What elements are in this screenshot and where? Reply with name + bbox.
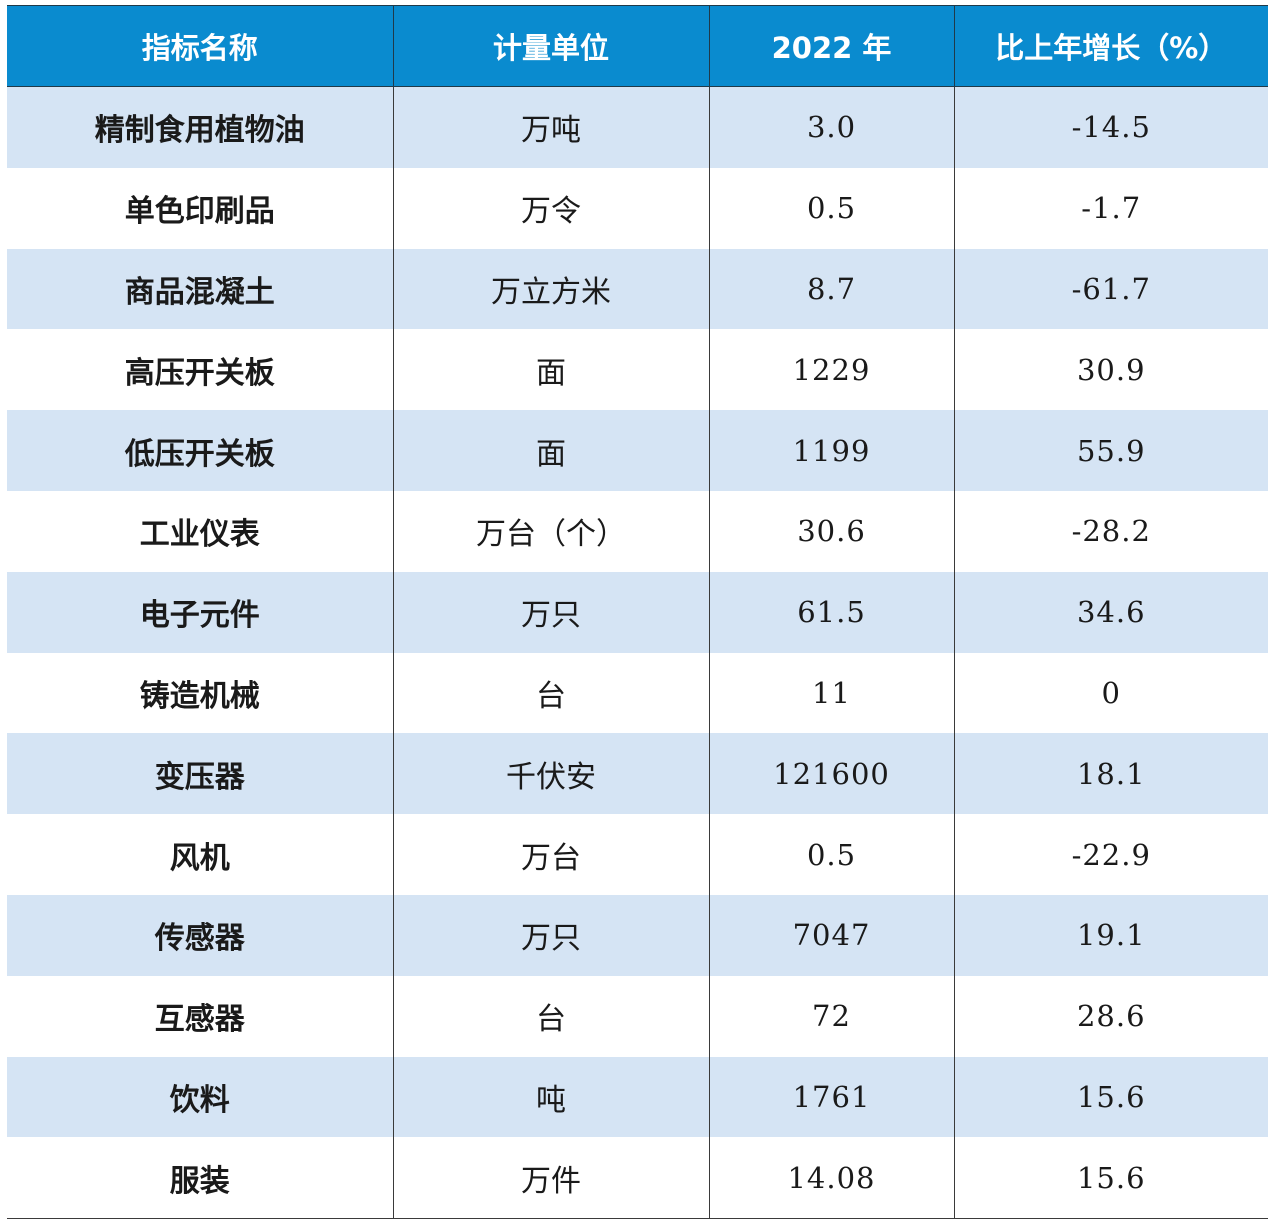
header-growth-percent: 比上年增长（%） — [953, 5, 1268, 87]
cell-growth: 28.6 — [953, 975, 1268, 1057]
table-row: 饮料 吨 1761 15.6 — [7, 1056, 1268, 1138]
cell-growth: -28.2 — [953, 490, 1268, 572]
table-row: 精制食用植物油 万吨 3.0 -14.5 — [7, 86, 1268, 168]
table-row: 电子元件 万只 61.5 34.6 — [7, 571, 1268, 653]
cell-unit: 面 — [392, 410, 709, 491]
table-row: 商品混凝土 万立方米 8.7 -61.7 — [7, 248, 1268, 330]
table-row: 变压器 千伏安 121600 18.1 — [7, 733, 1268, 815]
cell-value-2022: 61.5 — [708, 571, 954, 653]
table-row: 工业仪表 万台（个） 30.6 -28.2 — [7, 490, 1268, 572]
cell-growth: -1.7 — [953, 167, 1268, 249]
cell-growth: 55.9 — [953, 410, 1268, 491]
cell-indicator-name: 精制食用植物油 — [7, 86, 393, 168]
header-year-2022: 2022 年 — [708, 5, 954, 87]
cell-value-2022: 7047 — [708, 894, 954, 976]
cell-indicator-name: 高压开关板 — [7, 329, 393, 411]
cell-growth: 18.1 — [953, 733, 1268, 815]
table-row: 高压开关板 面 1229 30.9 — [7, 329, 1268, 411]
cell-growth: 0 — [953, 652, 1268, 734]
industrial-output-table-container: 指标名称 计量单位 2022 年 比上年增长（%） 精制食用植物油 万吨 3.0… — [7, 5, 1268, 1219]
table-row: 低压开关板 面 1199 55.9 — [7, 410, 1268, 491]
header-row: 指标名称 计量单位 2022 年 比上年增长（%） — [7, 5, 1268, 87]
cell-unit: 千伏安 — [392, 733, 709, 815]
cell-unit: 吨 — [392, 1056, 709, 1138]
cell-indicator-name: 传感器 — [7, 894, 393, 976]
cell-value-2022: 0.5 — [708, 167, 954, 249]
cell-indicator-name: 服装 — [7, 1137, 393, 1219]
cell-unit: 万件 — [392, 1137, 709, 1219]
cell-unit: 万台 — [392, 814, 709, 895]
cell-unit: 万只 — [392, 894, 709, 976]
cell-growth: -22.9 — [953, 814, 1268, 895]
table-row: 互感器 台 72 28.6 — [7, 975, 1268, 1057]
cell-unit: 万立方米 — [392, 248, 709, 330]
cell-unit: 万吨 — [392, 86, 709, 168]
cell-value-2022: 1229 — [708, 329, 954, 411]
cell-value-2022: 11 — [708, 652, 954, 734]
table-row: 风机 万台 0.5 -22.9 — [7, 814, 1268, 895]
cell-indicator-name: 商品混凝土 — [7, 248, 393, 330]
cell-growth: 19.1 — [953, 894, 1268, 976]
cell-indicator-name: 饮料 — [7, 1056, 393, 1138]
table-row: 服装 万件 14.08 15.6 — [7, 1137, 1268, 1219]
table-body: 精制食用植物油 万吨 3.0 -14.5 单色印刷品 万令 0.5 -1.7 商… — [7, 86, 1268, 1219]
cell-unit: 台 — [392, 652, 709, 734]
cell-indicator-name: 低压开关板 — [7, 410, 393, 491]
cell-value-2022: 3.0 — [708, 86, 954, 168]
cell-unit: 万令 — [392, 167, 709, 249]
header-indicator-name: 指标名称 — [7, 5, 393, 87]
cell-indicator-name: 互感器 — [7, 975, 393, 1057]
cell-growth: 30.9 — [953, 329, 1268, 411]
cell-indicator-name: 电子元件 — [7, 571, 393, 653]
cell-value-2022: 0.5 — [708, 814, 954, 895]
table-row: 铸造机械 台 11 0 — [7, 652, 1268, 734]
cell-value-2022: 121600 — [708, 733, 954, 815]
cell-indicator-name: 变压器 — [7, 733, 393, 815]
cell-unit: 面 — [392, 329, 709, 411]
cell-indicator-name: 单色印刷品 — [7, 167, 393, 249]
cell-unit: 万台（个） — [392, 490, 709, 572]
cell-value-2022: 1761 — [708, 1056, 954, 1138]
cell-growth: 15.6 — [953, 1137, 1268, 1219]
cell-growth: 15.6 — [953, 1056, 1268, 1138]
cell-value-2022: 1199 — [708, 410, 954, 491]
cell-growth: -14.5 — [953, 86, 1268, 168]
table-header: 指标名称 计量单位 2022 年 比上年增长（%） — [7, 5, 1268, 87]
cell-value-2022: 8.7 — [708, 248, 954, 330]
header-unit: 计量单位 — [392, 5, 709, 87]
table-row: 单色印刷品 万令 0.5 -1.7 — [7, 167, 1268, 249]
cell-value-2022: 14.08 — [708, 1137, 954, 1219]
cell-unit: 台 — [392, 975, 709, 1057]
cell-value-2022: 72 — [708, 975, 954, 1057]
cell-indicator-name: 工业仪表 — [7, 490, 393, 572]
cell-growth: -61.7 — [953, 248, 1268, 330]
cell-growth: 34.6 — [953, 571, 1268, 653]
cell-value-2022: 30.6 — [708, 490, 954, 572]
table-row: 传感器 万只 7047 19.1 — [7, 894, 1268, 976]
industrial-output-table: 指标名称 计量单位 2022 年 比上年增长（%） 精制食用植物油 万吨 3.0… — [7, 5, 1268, 1219]
cell-indicator-name: 风机 — [7, 814, 393, 895]
cell-unit: 万只 — [392, 571, 709, 653]
cell-indicator-name: 铸造机械 — [7, 652, 393, 734]
